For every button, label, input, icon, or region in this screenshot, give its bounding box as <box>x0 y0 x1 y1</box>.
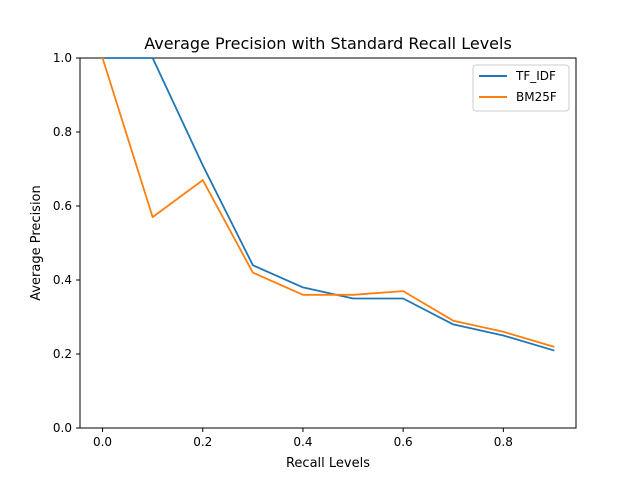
y-tick-label: 0.4 <box>53 273 72 287</box>
x-axis-label: Recall Levels <box>286 456 370 471</box>
y-tick-label: 0.0 <box>53 421 72 435</box>
legend-label-tf-idf: TF_IDF <box>515 69 556 83</box>
y-tick-label: 0.6 <box>53 199 72 213</box>
legend-label-bm25f: BM25F <box>516 90 557 104</box>
chart-title: Average Precision with Standard Recall L… <box>144 34 512 53</box>
y-tick-label: 1.0 <box>53 51 72 65</box>
y-axis-ticks: 0.0 0.2 0.4 0.6 0.8 1.0 <box>53 51 80 435</box>
x-tick-label: 0.8 <box>494 435 513 449</box>
legend: TF_IDF BM25F <box>472 64 570 112</box>
y-tick-label: 0.8 <box>53 125 72 139</box>
x-axis-ticks: 0.0 0.2 0.4 0.6 0.8 <box>93 428 513 449</box>
series-line-bm25f <box>101 56 555 348</box>
x-tick-label: 0.0 <box>93 435 112 449</box>
series-layer <box>101 56 555 352</box>
x-tick-label: 0.2 <box>193 435 212 449</box>
y-tick-label: 0.2 <box>53 347 72 361</box>
plot-area: 0.0 0.2 0.4 0.6 0.8 0.0 0.2 0.4 0.6 0.8 1.0 <box>53 51 577 449</box>
y-axis-label: Average Precision <box>29 185 44 301</box>
series-line-tf-idf <box>101 57 555 352</box>
plot-frame <box>79 57 577 429</box>
x-tick-label: 0.4 <box>293 435 312 449</box>
x-tick-label: 0.6 <box>394 435 413 449</box>
